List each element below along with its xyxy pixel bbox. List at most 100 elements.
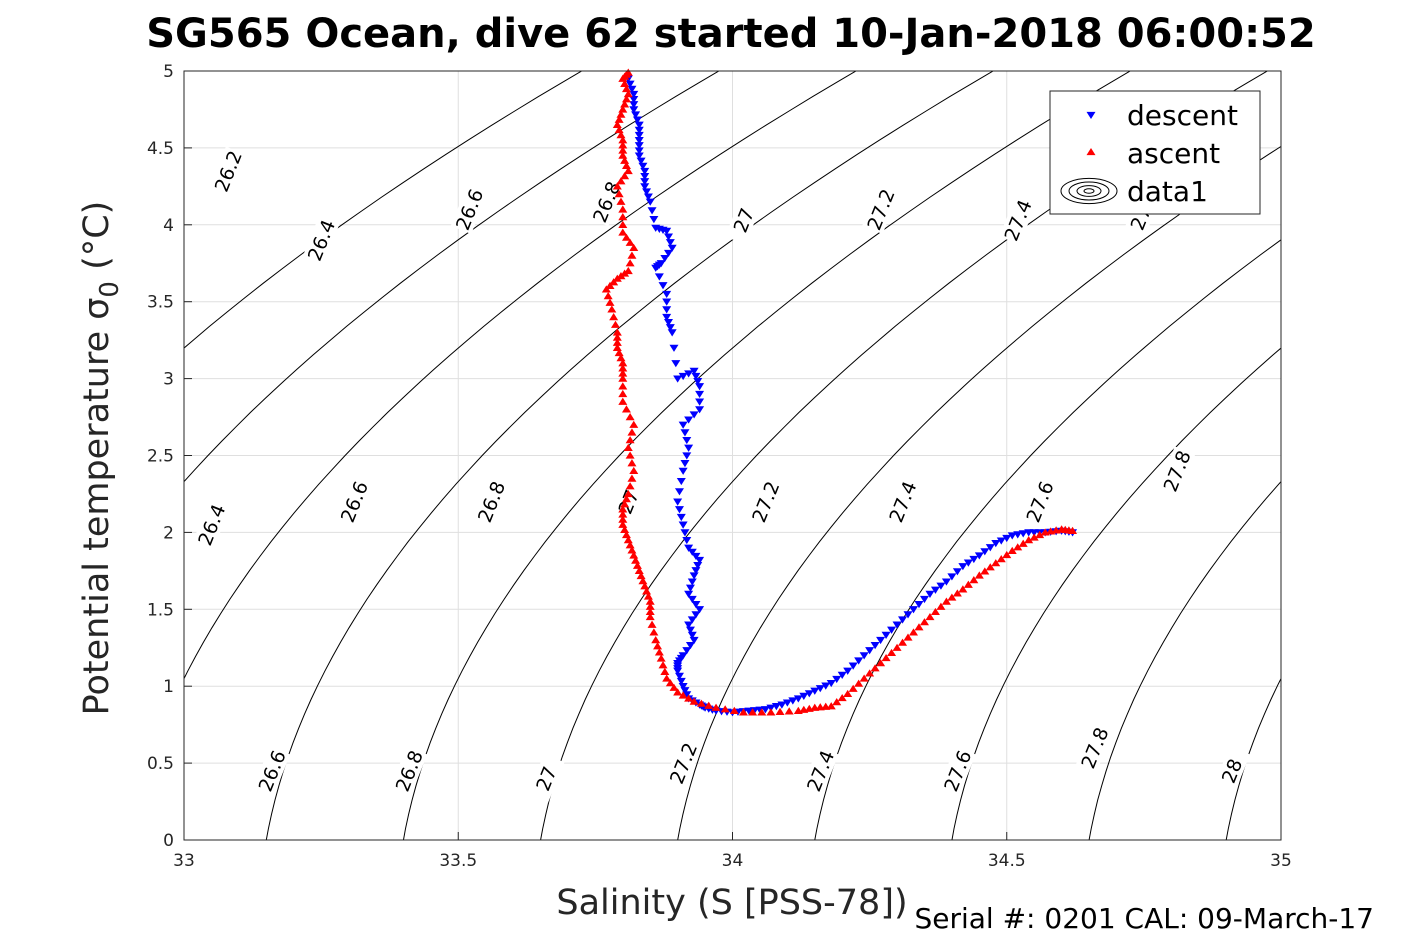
serial-cal-footer: Serial #: 0201 CAL: 09-March-17	[914, 902, 1374, 935]
contour-label: 26.4	[194, 501, 230, 548]
ascent-point	[696, 699, 706, 707]
ascent-point	[1086, 147, 1096, 156]
descent-point	[684, 416, 694, 424]
y-tick-label: 2	[163, 523, 174, 543]
chart-title: SG565 Ocean, dive 62 started 10-Jan-2018…	[146, 11, 1315, 57]
ascent-point	[614, 189, 624, 198]
ascent-point	[629, 243, 639, 252]
contour-label: 26.4	[304, 217, 340, 264]
descent-point	[693, 562, 703, 570]
descent-point	[919, 595, 929, 604]
descent-point	[766, 704, 776, 712]
descent-point	[804, 690, 814, 698]
contour-label-bg	[801, 746, 839, 796]
ascent-point	[623, 443, 633, 451]
ascent-point	[627, 546, 637, 554]
ascent-series	[601, 68, 1078, 716]
ascent-point	[618, 228, 628, 236]
y-tick-label: 4	[163, 216, 174, 236]
contour-label: 26.6	[452, 186, 488, 233]
descent-point	[744, 707, 754, 715]
contour-label-bg	[1076, 723, 1113, 773]
ascent-point	[618, 382, 628, 390]
descent-point	[649, 216, 659, 224]
contour-label: 27.6	[940, 747, 976, 794]
descent-point	[695, 390, 705, 399]
descent-point	[629, 96, 639, 104]
descent-point	[870, 642, 880, 650]
ascent-point	[623, 489, 633, 498]
ascent-point	[784, 707, 794, 715]
ascent-point	[621, 84, 631, 93]
ascent-point	[621, 495, 631, 503]
ascent-point	[654, 648, 664, 656]
descent-point	[629, 90, 639, 99]
ascent-point	[649, 628, 659, 636]
ascent-point	[991, 559, 1001, 567]
contour-label: 27.4	[885, 478, 921, 525]
ascent-point	[618, 136, 628, 144]
ascent-point	[1018, 539, 1028, 547]
x-tick-label: 33.5	[439, 851, 477, 871]
descent-point	[799, 692, 809, 700]
ascent-point	[651, 636, 661, 644]
ascent-point	[647, 620, 657, 628]
ascent-point	[625, 482, 635, 490]
ascent-point	[843, 689, 853, 698]
descent-point	[685, 584, 695, 592]
descent-point	[678, 683, 688, 691]
ascent-point	[616, 110, 626, 118]
ascent-point	[621, 233, 631, 241]
ascent-point	[876, 659, 886, 667]
ascent-point	[684, 694, 694, 702]
descent-point	[680, 460, 690, 468]
ascent-point	[638, 577, 648, 585]
contour-label: 27.6	[1022, 478, 1058, 525]
descent-point	[634, 126, 644, 135]
ascent-point	[618, 369, 628, 377]
contour-label-bg	[450, 184, 488, 234]
ascent-point	[618, 205, 628, 213]
y-tick-label: 0.5	[147, 754, 174, 774]
descent-point	[1007, 532, 1017, 540]
descent-point	[640, 178, 650, 186]
descent-point	[892, 621, 902, 629]
ascent-point	[618, 105, 628, 113]
legend-contour-icon	[1068, 181, 1110, 201]
ascent-point	[996, 555, 1006, 563]
contour-label: 26.8	[474, 478, 510, 525]
legend-contour-icon	[1076, 185, 1102, 197]
contour-label-bg	[302, 215, 340, 265]
contour-label: 26.6	[255, 747, 291, 794]
descent-point	[969, 555, 979, 564]
descent-point	[676, 513, 686, 522]
ascent-point	[1068, 526, 1078, 535]
legend-label-descent: descent	[1127, 99, 1238, 132]
descent-series	[623, 75, 1078, 717]
density-contour-line	[402, 71, 1132, 840]
ascent-point	[898, 638, 908, 646]
descent-point	[685, 626, 695, 634]
contour-label-bg	[725, 195, 762, 245]
descent-point	[676, 477, 686, 486]
ascent-point	[1035, 530, 1045, 539]
descent-point	[634, 131, 644, 140]
ascent-point	[958, 585, 968, 593]
descent-point	[629, 101, 639, 109]
y-tick-label: 1	[163, 677, 174, 697]
ascent-point	[738, 708, 748, 716]
descent-point	[682, 647, 692, 655]
ascent-point	[952, 589, 962, 597]
contour-label-bg	[884, 477, 921, 527]
ascent-point	[607, 305, 617, 313]
descent-point	[665, 324, 675, 332]
ascent-point	[612, 333, 622, 341]
ascent-point	[623, 90, 633, 98]
descent-point	[667, 329, 677, 337]
contour-label-bg	[664, 738, 702, 788]
descent-point	[691, 567, 701, 575]
descent-point	[909, 606, 919, 614]
legend-box	[1049, 90, 1261, 215]
ascent-point	[662, 674, 672, 682]
descent-point	[695, 606, 705, 614]
